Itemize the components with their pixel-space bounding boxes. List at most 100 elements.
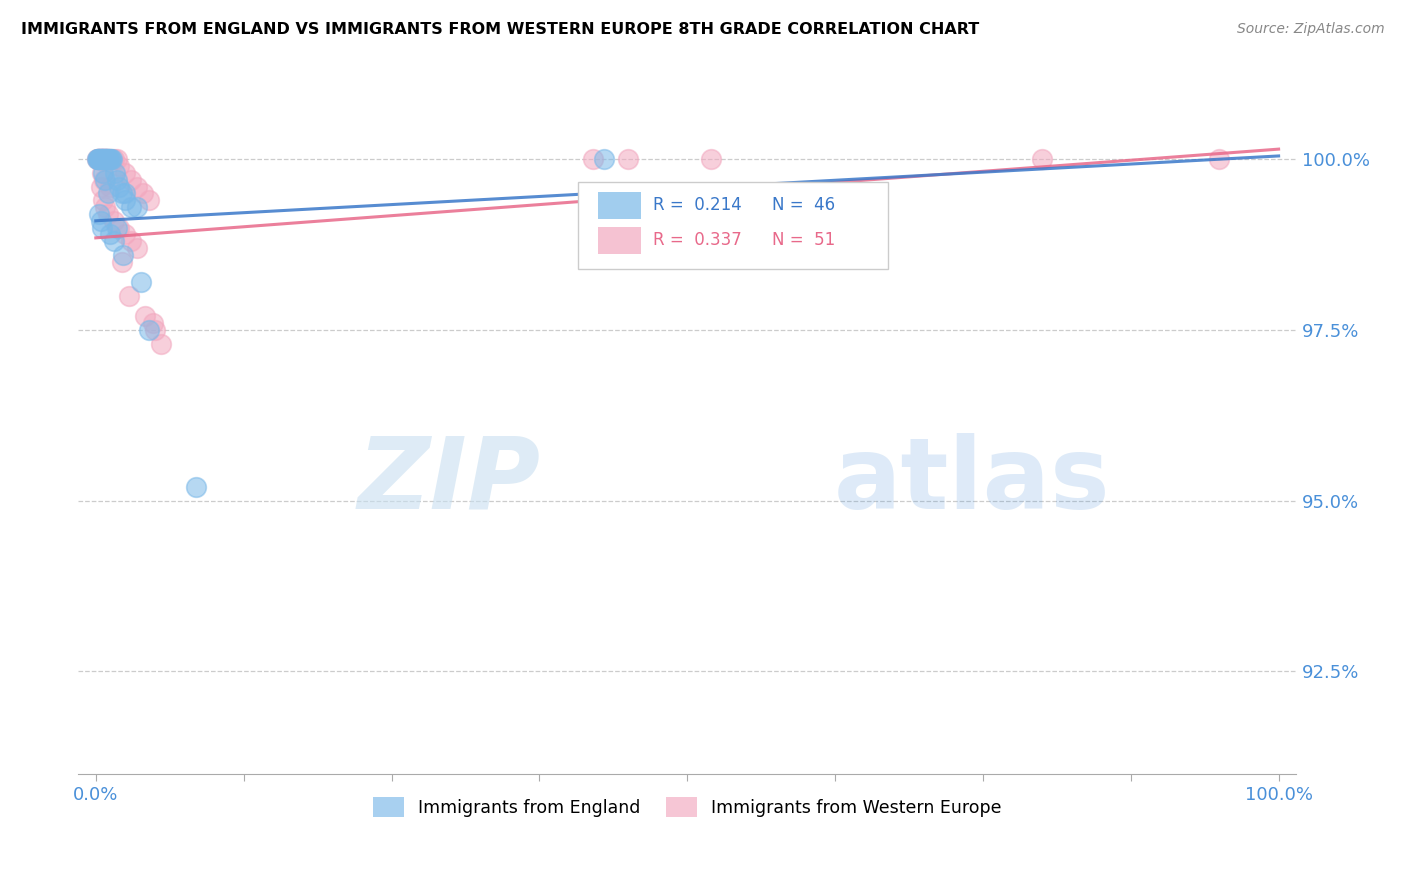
Point [108, 179, 131, 194]
Point [120, 234, 142, 248]
Point [94, 153, 117, 167]
Point [138, 323, 160, 337]
Point [111, 186, 134, 201]
Point [127, 241, 149, 255]
Text: N =  46: N = 46 [772, 196, 835, 214]
Point [94, 153, 117, 167]
Point [89, 153, 111, 167]
Point [93, 153, 115, 167]
Bar [599, 227, 641, 253]
Point [93, 153, 115, 167]
Point [91, 153, 114, 167]
Point [700, 153, 723, 167]
Point [118, 289, 141, 303]
Point [98, 179, 121, 194]
Point [105, 220, 128, 235]
Point [87, 153, 110, 167]
Point [90, 153, 112, 167]
Point [96, 153, 118, 167]
Point [91, 153, 114, 167]
Text: R =  0.337: R = 0.337 [654, 231, 742, 249]
Point [94, 173, 117, 187]
Point [91, 153, 114, 167]
Point [134, 310, 156, 324]
Point [90, 153, 112, 167]
Point [87, 153, 110, 167]
Point [89, 153, 111, 167]
Text: atlas: atlas [834, 433, 1109, 530]
Point [87, 153, 110, 167]
Point [94, 200, 117, 214]
Legend: Immigrants from England, Immigrants from Western Europe: Immigrants from England, Immigrants from… [366, 790, 1008, 824]
Point [96, 153, 118, 167]
Point [97, 207, 120, 221]
Point [138, 194, 160, 208]
Point [132, 186, 155, 201]
Point [143, 323, 166, 337]
Point [98, 153, 121, 167]
Point [89, 153, 111, 167]
Point [94, 153, 117, 167]
Point [89, 207, 111, 221]
Point [90, 153, 112, 167]
Point [86, 153, 108, 167]
Point [617, 153, 640, 167]
Point [98, 227, 121, 242]
Point [114, 227, 136, 242]
Point [120, 200, 142, 214]
Point [90, 179, 112, 194]
Point [93, 173, 115, 187]
Point [97, 153, 120, 167]
Point [87, 153, 110, 167]
Point [127, 179, 149, 194]
Point [111, 254, 134, 268]
Point [93, 153, 115, 167]
Point [97, 186, 120, 201]
Point [91, 166, 114, 180]
Point [104, 166, 127, 180]
Point [97, 153, 120, 167]
Text: IMMIGRANTS FROM ENGLAND VS IMMIGRANTS FROM WESTERN EUROPE 8TH GRADE CORRELATION : IMMIGRANTS FROM ENGLAND VS IMMIGRANTS FR… [21, 22, 980, 37]
Point [90, 166, 112, 180]
Text: R =  0.214: R = 0.214 [654, 196, 742, 214]
FancyBboxPatch shape [578, 182, 889, 268]
Point [103, 234, 125, 248]
Point [108, 159, 131, 173]
Point [91, 153, 114, 167]
Point [105, 153, 128, 167]
Bar [599, 193, 641, 219]
Point [90, 153, 112, 167]
Point [90, 220, 112, 235]
Point [129, 275, 152, 289]
Point [90, 214, 112, 228]
Point [101, 153, 124, 167]
Point [114, 166, 136, 180]
Point [96, 153, 118, 167]
Point [593, 153, 616, 167]
Point [1031, 153, 1053, 167]
Point [93, 153, 115, 167]
Point [114, 194, 136, 208]
Point [120, 173, 142, 187]
Point [90, 153, 112, 167]
Point [149, 336, 172, 351]
Point [108, 220, 131, 235]
Point [103, 153, 125, 167]
Point [581, 153, 603, 167]
Text: N =  51: N = 51 [772, 231, 835, 249]
Point [86, 153, 108, 167]
Point [86, 153, 108, 167]
Point [1208, 153, 1230, 167]
Point [142, 316, 165, 330]
Point [90, 153, 112, 167]
Point [93, 153, 115, 167]
Text: Source: ZipAtlas.com: Source: ZipAtlas.com [1237, 22, 1385, 37]
Point [96, 153, 118, 167]
Point [97, 153, 120, 167]
Point [127, 200, 149, 214]
Point [186, 480, 208, 494]
Point [89, 153, 111, 167]
Point [86, 153, 108, 167]
Point [91, 194, 114, 208]
Point [114, 186, 136, 201]
